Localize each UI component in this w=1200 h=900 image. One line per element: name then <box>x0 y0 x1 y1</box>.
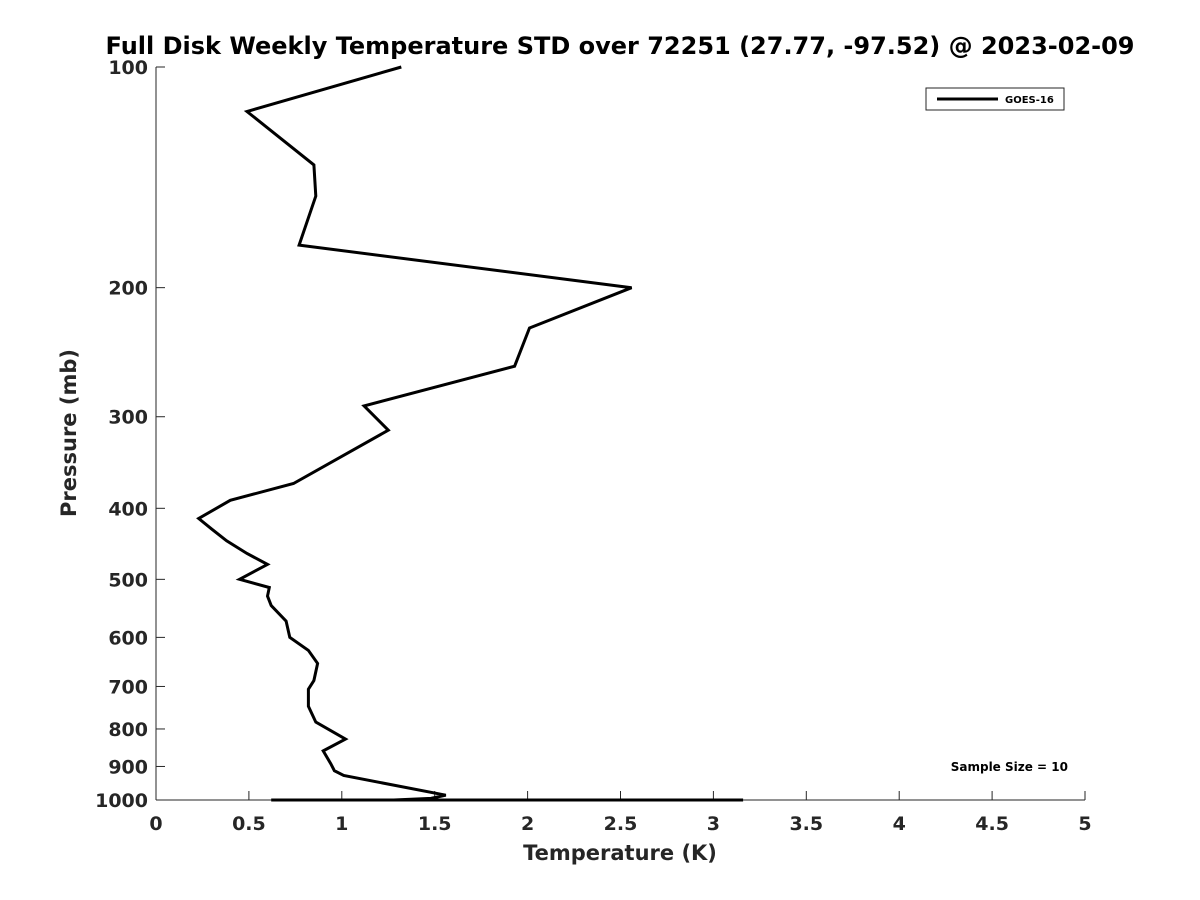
y-axis-ticks: 100 200 300 400 500 600 700 800 900 1000 <box>95 57 165 812</box>
y-tick-label: 600 <box>108 627 148 649</box>
series-group <box>196 65 744 802</box>
y-axis-label: Pressure (mb) <box>57 349 81 517</box>
x-tick-label: 4.5 <box>975 813 1009 835</box>
x-tick-label: 1.5 <box>418 813 452 835</box>
chart-title: Full Disk Weekly Temperature STD over 72… <box>106 32 1135 60</box>
y-tick-label: 100 <box>108 57 148 79</box>
y-tick-label: 700 <box>108 676 148 698</box>
x-tick-label: 5 <box>1078 813 1091 835</box>
x-axis-label: Temperature (K) <box>523 841 717 865</box>
series-line-goes-16 <box>196 65 744 802</box>
y-tick-label: 800 <box>108 719 148 741</box>
legend-label-goes-16: GOES-16 <box>1005 95 1054 106</box>
sample-size-annotation: Sample Size = 10 <box>951 760 1068 774</box>
x-tick-label: 0.5 <box>232 813 266 835</box>
x-tick-label: 4 <box>893 813 906 835</box>
x-tick-label: 0 <box>149 813 162 835</box>
x-tick-label: 2 <box>521 813 534 835</box>
x-axis-ticks: 0 0.5 1 1.5 2 2.5 3 3.5 4 4.5 5 <box>149 791 1092 835</box>
plot-area: 0 0.5 1 1.5 2 2.5 3 3.5 4 4.5 5 100 200 300 400 500 600… <box>95 57 1092 835</box>
y-tick-label: 200 <box>108 278 148 300</box>
y-tick-label: 1000 <box>95 790 148 812</box>
y-tick-label: 900 <box>108 756 148 778</box>
x-tick-label: 2.5 <box>604 813 638 835</box>
y-tick-label: 500 <box>108 569 148 591</box>
x-tick-label: 3.5 <box>789 813 823 835</box>
y-tick-label: 400 <box>108 498 148 520</box>
legend: GOES-16 <box>925 87 1065 111</box>
x-tick-label: 3 <box>707 813 720 835</box>
y-tick-label: 300 <box>108 407 148 429</box>
x-tick-label: 1 <box>335 813 348 835</box>
